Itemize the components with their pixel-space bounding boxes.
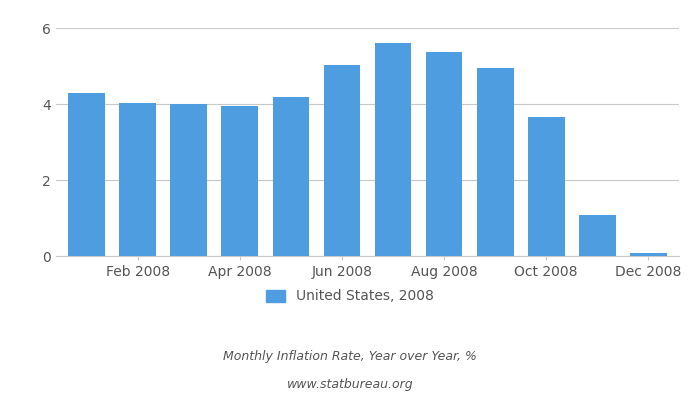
- Bar: [579, 215, 616, 256]
- Bar: [69, 93, 105, 256]
- Bar: [170, 104, 207, 256]
- Bar: [119, 103, 156, 256]
- Bar: [426, 52, 463, 256]
- Bar: [374, 43, 412, 256]
- Bar: [528, 117, 565, 256]
- Bar: [272, 97, 309, 256]
- Text: www.statbureau.org: www.statbureau.org: [287, 378, 413, 391]
- Legend: United States, 2008: United States, 2008: [260, 284, 440, 309]
- Text: Monthly Inflation Rate, Year over Year, %: Monthly Inflation Rate, Year over Year, …: [223, 350, 477, 363]
- Bar: [630, 252, 666, 256]
- Bar: [477, 68, 514, 256]
- Bar: [323, 65, 360, 256]
- Bar: [221, 106, 258, 256]
